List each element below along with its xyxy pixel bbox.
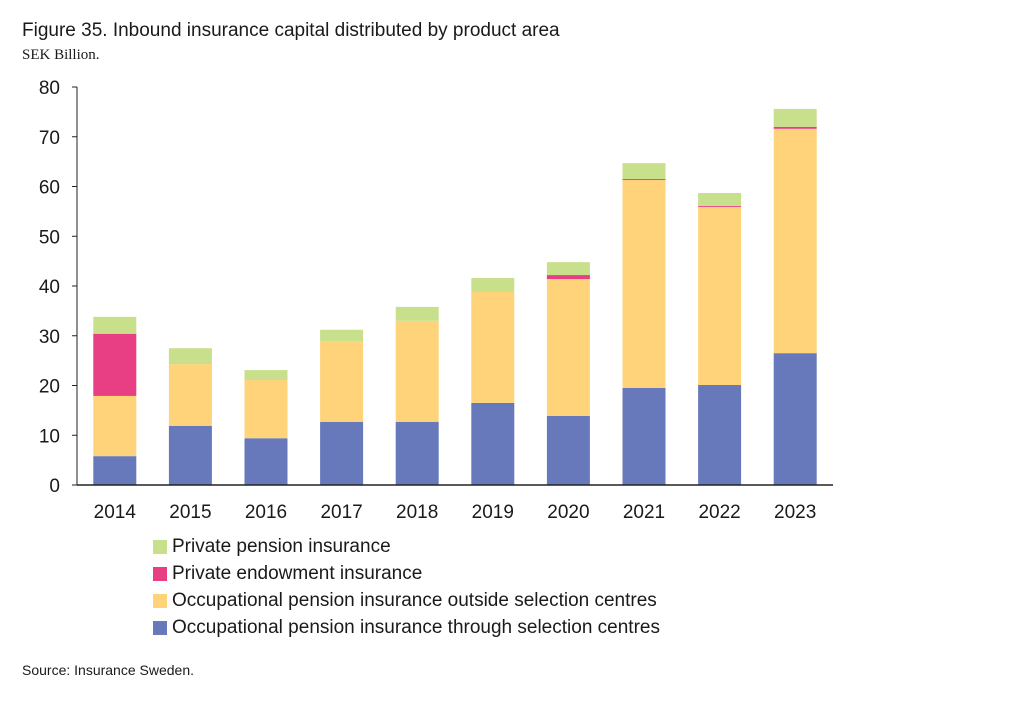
bar-segment xyxy=(546,415,590,485)
legend-item: Occupational pension insurance through s… xyxy=(153,614,660,641)
x-tick-label: 2020 xyxy=(547,502,589,523)
bar-segment xyxy=(168,348,212,365)
bar-segment xyxy=(93,456,137,485)
x-tick-label: 2014 xyxy=(94,502,137,523)
bar-segment xyxy=(320,341,364,422)
legend-label: Private pension insurance xyxy=(172,535,391,557)
bar-segment xyxy=(320,421,364,485)
source-note: Source: Insurance Sweden. xyxy=(22,662,194,678)
bar-segment xyxy=(773,353,817,485)
y-tick-label: 40 xyxy=(39,277,60,298)
legend-item: Private endowment insurance xyxy=(153,560,660,587)
legend-label: Occupational pension insurance through s… xyxy=(172,616,660,638)
bar-segment xyxy=(168,425,212,485)
legend: Private pension insurance Private endowme… xyxy=(153,533,660,641)
x-tick-label: 2021 xyxy=(623,502,665,523)
bar-segment xyxy=(244,370,288,381)
legend-swatch xyxy=(153,620,167,635)
x-tick-label: 2016 xyxy=(245,502,287,523)
bar-segment xyxy=(698,206,742,386)
bar-segment xyxy=(395,306,439,321)
bar-segment xyxy=(395,320,439,422)
bar-segment xyxy=(471,278,515,292)
bar-segment xyxy=(698,385,742,485)
chart-title: Figure 35. Inbound insurance capital dis… xyxy=(22,20,560,41)
y-tick-label: 10 xyxy=(39,426,60,447)
bar-segment xyxy=(168,364,212,426)
bar-segment xyxy=(93,395,137,457)
x-tick-label: 2022 xyxy=(698,502,740,523)
y-tick-label: 30 xyxy=(39,327,60,348)
y-tick-label: 0 xyxy=(49,476,60,497)
bar-segment xyxy=(773,126,817,129)
y-tick-label: 50 xyxy=(39,227,60,248)
legend-label: Private endowment insurance xyxy=(172,562,423,584)
legend-swatch xyxy=(153,593,167,608)
bar-segment xyxy=(244,438,288,485)
bar-segment xyxy=(546,275,590,280)
stacked-bar-chart: 0 10 20 30 40 50 60 70 80 2014 2015 2016 2017 2018 201… xyxy=(39,78,833,523)
x-tick-label: 2017 xyxy=(320,502,362,523)
legend-item: Private pension insurance xyxy=(153,533,660,560)
x-tick-label: 2019 xyxy=(472,502,514,523)
bar-segment xyxy=(93,316,137,334)
y-tick-label: 20 xyxy=(39,377,60,398)
chart-subtitle: SEK Billion. xyxy=(22,47,100,63)
bar-segment xyxy=(698,205,742,207)
bar-segment xyxy=(471,402,515,485)
bar-segment xyxy=(546,279,590,416)
legend-item: Occupational pension insurance outside s… xyxy=(153,587,660,614)
y-tick-label: 60 xyxy=(39,178,60,199)
bar-segment xyxy=(471,291,515,403)
legend-swatch xyxy=(153,566,167,581)
x-tick-label: 2023 xyxy=(774,502,816,523)
bar-segment xyxy=(93,333,137,396)
bar-segment xyxy=(698,192,742,206)
bar-segment xyxy=(622,180,666,388)
bar-segment xyxy=(320,329,364,342)
y-tick-label: 80 xyxy=(39,78,60,99)
bar-segment xyxy=(546,262,590,276)
bar-segment xyxy=(622,387,666,485)
x-tick-label: 2015 xyxy=(169,502,211,523)
bar-segment xyxy=(773,108,817,127)
x-tick-label: 2018 xyxy=(396,502,438,523)
legend-label: Occupational pension insurance outside s… xyxy=(172,589,657,611)
legend-swatch xyxy=(153,539,167,554)
bar-segment xyxy=(244,380,288,439)
bar-segment xyxy=(622,179,666,181)
bar-segment xyxy=(395,421,439,485)
bar-segment xyxy=(622,163,666,180)
bar-segment xyxy=(773,128,817,354)
y-tick-label: 70 xyxy=(39,128,60,149)
